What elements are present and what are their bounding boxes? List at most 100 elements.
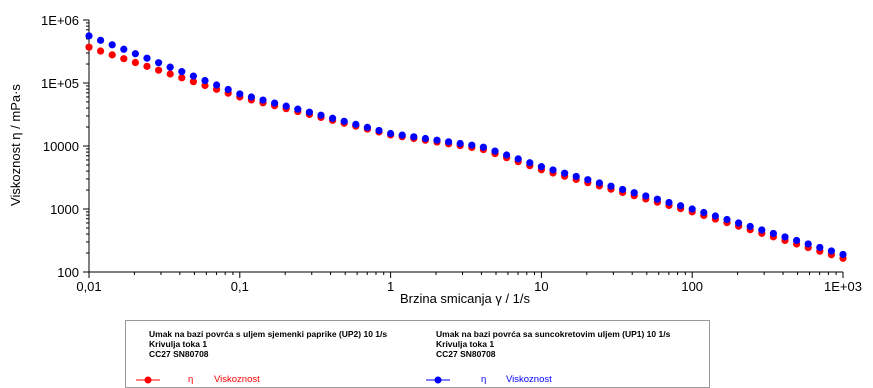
- data-series: [85, 32, 847, 262]
- data-point: [143, 62, 151, 70]
- data-point: [143, 54, 151, 62]
- data-point: [189, 72, 197, 80]
- data-point: [735, 219, 743, 227]
- data-point: [213, 81, 221, 89]
- data-point: [642, 192, 650, 200]
- data-point: [178, 74, 186, 82]
- axis-ticks: 0,01 0,1 1 10 100 1E+03 100 1000 10000 1E+05 1E+06: [41, 13, 862, 294]
- x-tick-label: 10: [534, 279, 548, 294]
- x-tick-label: 0,01: [76, 279, 101, 294]
- series-2-points: [85, 32, 847, 259]
- data-point: [305, 108, 313, 116]
- x-axis-label: Brzina smicanja γ / 1/s: [400, 291, 531, 306]
- data-point: [793, 236, 801, 245]
- data-point: [155, 66, 163, 74]
- legend-series-2-title: Umak na bazi povrća sa suncokretovim ulj…: [436, 329, 671, 339]
- data-point: [120, 45, 128, 53]
- data-point: [711, 212, 720, 220]
- data-point: [619, 185, 627, 194]
- y-tick-label: 1E+05: [41, 76, 79, 91]
- data-point: [85, 32, 93, 40]
- data-point: [537, 163, 546, 171]
- data-point: [526, 159, 534, 167]
- data-point: [700, 208, 708, 217]
- data-point: [97, 47, 105, 55]
- y-tick-label: 1E+06: [41, 13, 79, 28]
- data-point: [839, 250, 847, 259]
- data-point: [363, 123, 371, 132]
- legend-eta-symbol-red: η: [188, 374, 194, 385]
- data-point: [375, 126, 383, 135]
- data-point: [804, 240, 812, 248]
- data-point: [746, 222, 754, 231]
- data-point: [769, 229, 778, 238]
- data-point: [503, 151, 511, 159]
- data-point: [131, 58, 139, 67]
- data-point: [758, 226, 766, 234]
- data-point: [468, 141, 476, 149]
- data-point: [491, 147, 499, 155]
- legend-series-1-info: Umak na bazi povrća s uljem sjemenki pap…: [149, 329, 387, 359]
- data-point: [584, 176, 592, 184]
- data-point: [665, 198, 673, 207]
- data-point: [108, 51, 116, 59]
- data-point: [166, 63, 174, 71]
- data-point: [433, 136, 441, 144]
- plot-axes: [88, 20, 843, 273]
- data-point: [549, 166, 557, 174]
- data-point: [827, 247, 836, 255]
- data-point: [688, 205, 696, 213]
- data-point: [294, 105, 302, 113]
- x-tick-label: 1E+03: [824, 279, 862, 294]
- x-tick-label: 100: [681, 279, 703, 294]
- data-point: [108, 41, 116, 49]
- y-tick-label: 10000: [43, 139, 79, 154]
- data-point: [352, 120, 360, 128]
- data-point: [178, 68, 186, 76]
- data-point: [271, 99, 279, 107]
- data-point: [224, 85, 232, 94]
- y-tick-label: 100: [57, 265, 79, 280]
- data-point: [816, 243, 824, 252]
- data-point: [398, 131, 406, 139]
- data-point: [421, 134, 429, 143]
- data-point: [329, 114, 337, 122]
- data-point: [97, 36, 105, 44]
- legend-marker-red: [136, 376, 160, 384]
- data-point: [387, 129, 395, 138]
- legend-series-2-device: CC27 SN80708: [436, 349, 496, 359]
- data-point: [85, 43, 93, 51]
- data-point: [781, 233, 789, 241]
- legend-entry-red: η Viskoznost: [136, 374, 416, 386]
- data-point: [630, 189, 638, 197]
- axis-lines: [88, 20, 843, 273]
- legend-label-red: Viskoznost: [214, 374, 260, 385]
- data-point: [514, 155, 522, 163]
- data-point: [595, 179, 604, 187]
- data-point: [155, 59, 163, 67]
- data-point: [572, 172, 580, 181]
- data-point: [561, 169, 569, 177]
- data-point: [445, 138, 453, 146]
- data-point: [723, 215, 731, 224]
- data-point: [201, 81, 209, 90]
- data-point: [479, 143, 487, 151]
- legend-entry-blue: η Viskoznost: [426, 374, 706, 386]
- data-point: [120, 55, 128, 63]
- y-axis-label: Viskoznost η / mPa·s: [8, 84, 23, 206]
- data-point: [247, 93, 255, 101]
- legend: Umak na bazi povrća s uljem sjemenki pap…: [125, 320, 710, 388]
- data-point: [282, 102, 290, 110]
- legend-marker-blue: [426, 376, 450, 384]
- data-point: [189, 78, 197, 86]
- data-point: [410, 133, 418, 141]
- data-point: [653, 195, 662, 203]
- series-1-points: [85, 43, 847, 262]
- data-point: [340, 117, 348, 125]
- data-point: [456, 139, 464, 148]
- data-point: [236, 90, 244, 98]
- legend-series-1-device: CC27 SN80708: [149, 349, 209, 359]
- legend-series-1-curve: Krivulja toka 1: [149, 339, 208, 349]
- y-tick-label: 1000: [50, 202, 79, 217]
- flow-curve-chart: 0,01 0,1 1 10 100 1E+03 100 1000 10000 1E+05 1E+06…: [8, 13, 862, 306]
